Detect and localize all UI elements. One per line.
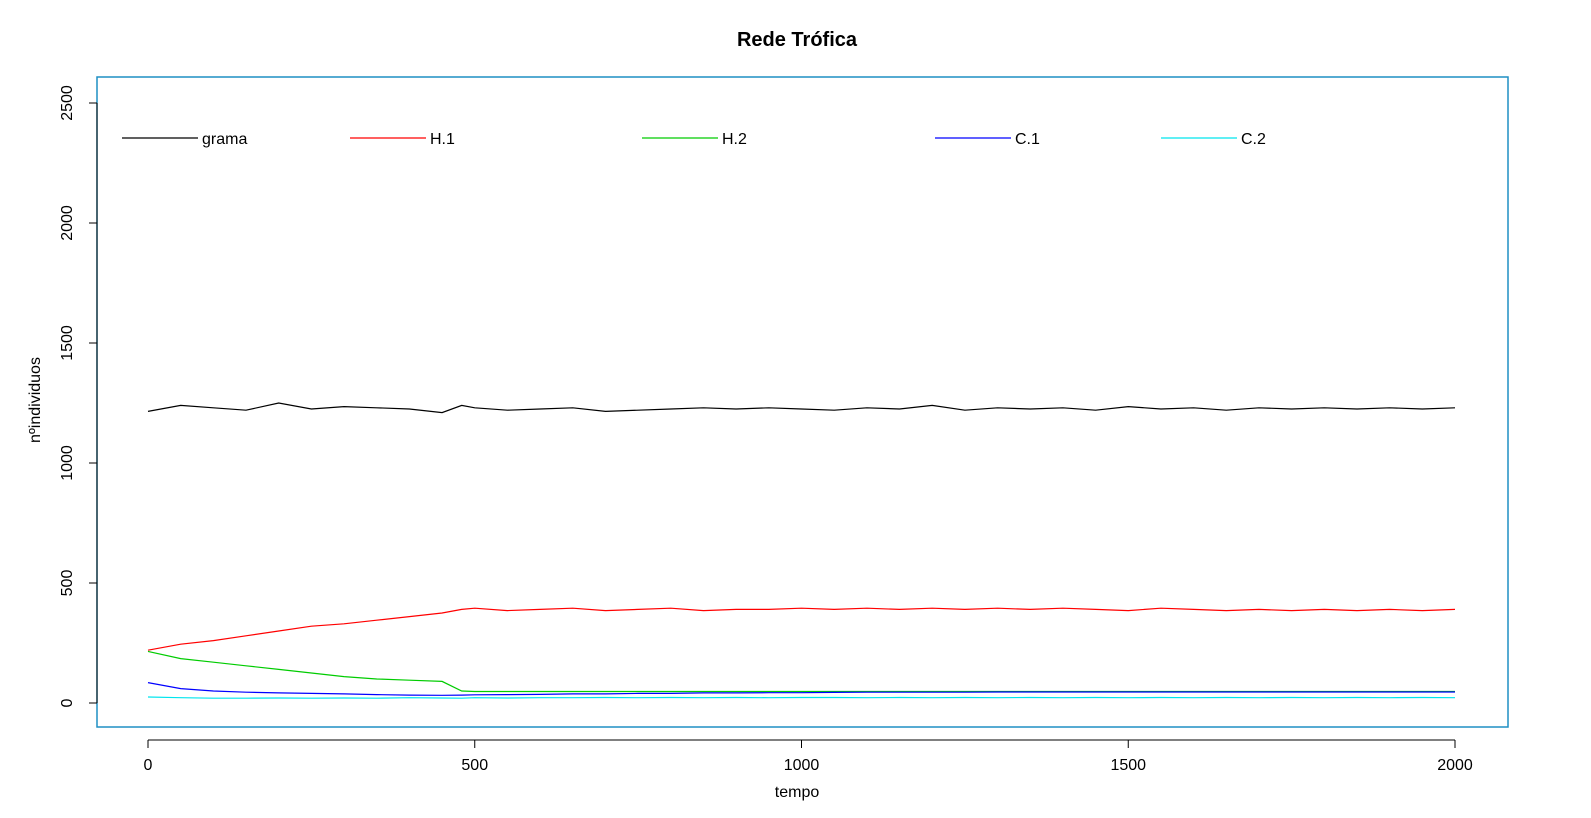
series-line-h1 bbox=[147, 607, 1456, 651]
legend: grama H.1 H.2 C.1 C.2 bbox=[122, 131, 1266, 148]
y-axis: 0 500 1000 1500 2000 2500 bbox=[59, 85, 98, 707]
x-tick-label: 1000 bbox=[784, 757, 820, 774]
legend-label: H.1 bbox=[430, 131, 455, 148]
legend-label: C.1 bbox=[1015, 131, 1040, 148]
series-line-c2 bbox=[147, 696, 1456, 699]
x-tick-label: 1500 bbox=[1110, 757, 1146, 774]
legend-label: C.2 bbox=[1241, 131, 1266, 148]
y-tick-label: 2500 bbox=[59, 85, 76, 121]
y-tick-label: 2000 bbox=[59, 205, 76, 241]
x-axis: 0 500 1000 1500 2000 bbox=[144, 739, 1473, 774]
x-tick-label: 500 bbox=[461, 757, 488, 774]
x-tick-label: 0 bbox=[144, 757, 153, 774]
x-tick-label: 2000 bbox=[1437, 757, 1473, 774]
y-axis-label: nºindividuos bbox=[27, 357, 44, 443]
series-line-grama bbox=[147, 402, 1456, 414]
legend-label: H.2 bbox=[722, 131, 747, 148]
chart-title: Rede Trófica bbox=[737, 29, 858, 51]
series-line-h2 bbox=[147, 650, 1455, 693]
series-line-c1 bbox=[147, 682, 1455, 696]
series-layer bbox=[147, 402, 1456, 699]
y-tick-label: 1000 bbox=[59, 445, 76, 481]
x-axis-label: tempo bbox=[775, 784, 820, 801]
y-tick-label: 500 bbox=[59, 570, 76, 597]
plot-frame bbox=[96, 76, 1509, 728]
y-tick-label: 0 bbox=[59, 698, 76, 707]
legend-label: grama bbox=[202, 131, 247, 148]
y-tick-label: 1500 bbox=[59, 325, 76, 361]
